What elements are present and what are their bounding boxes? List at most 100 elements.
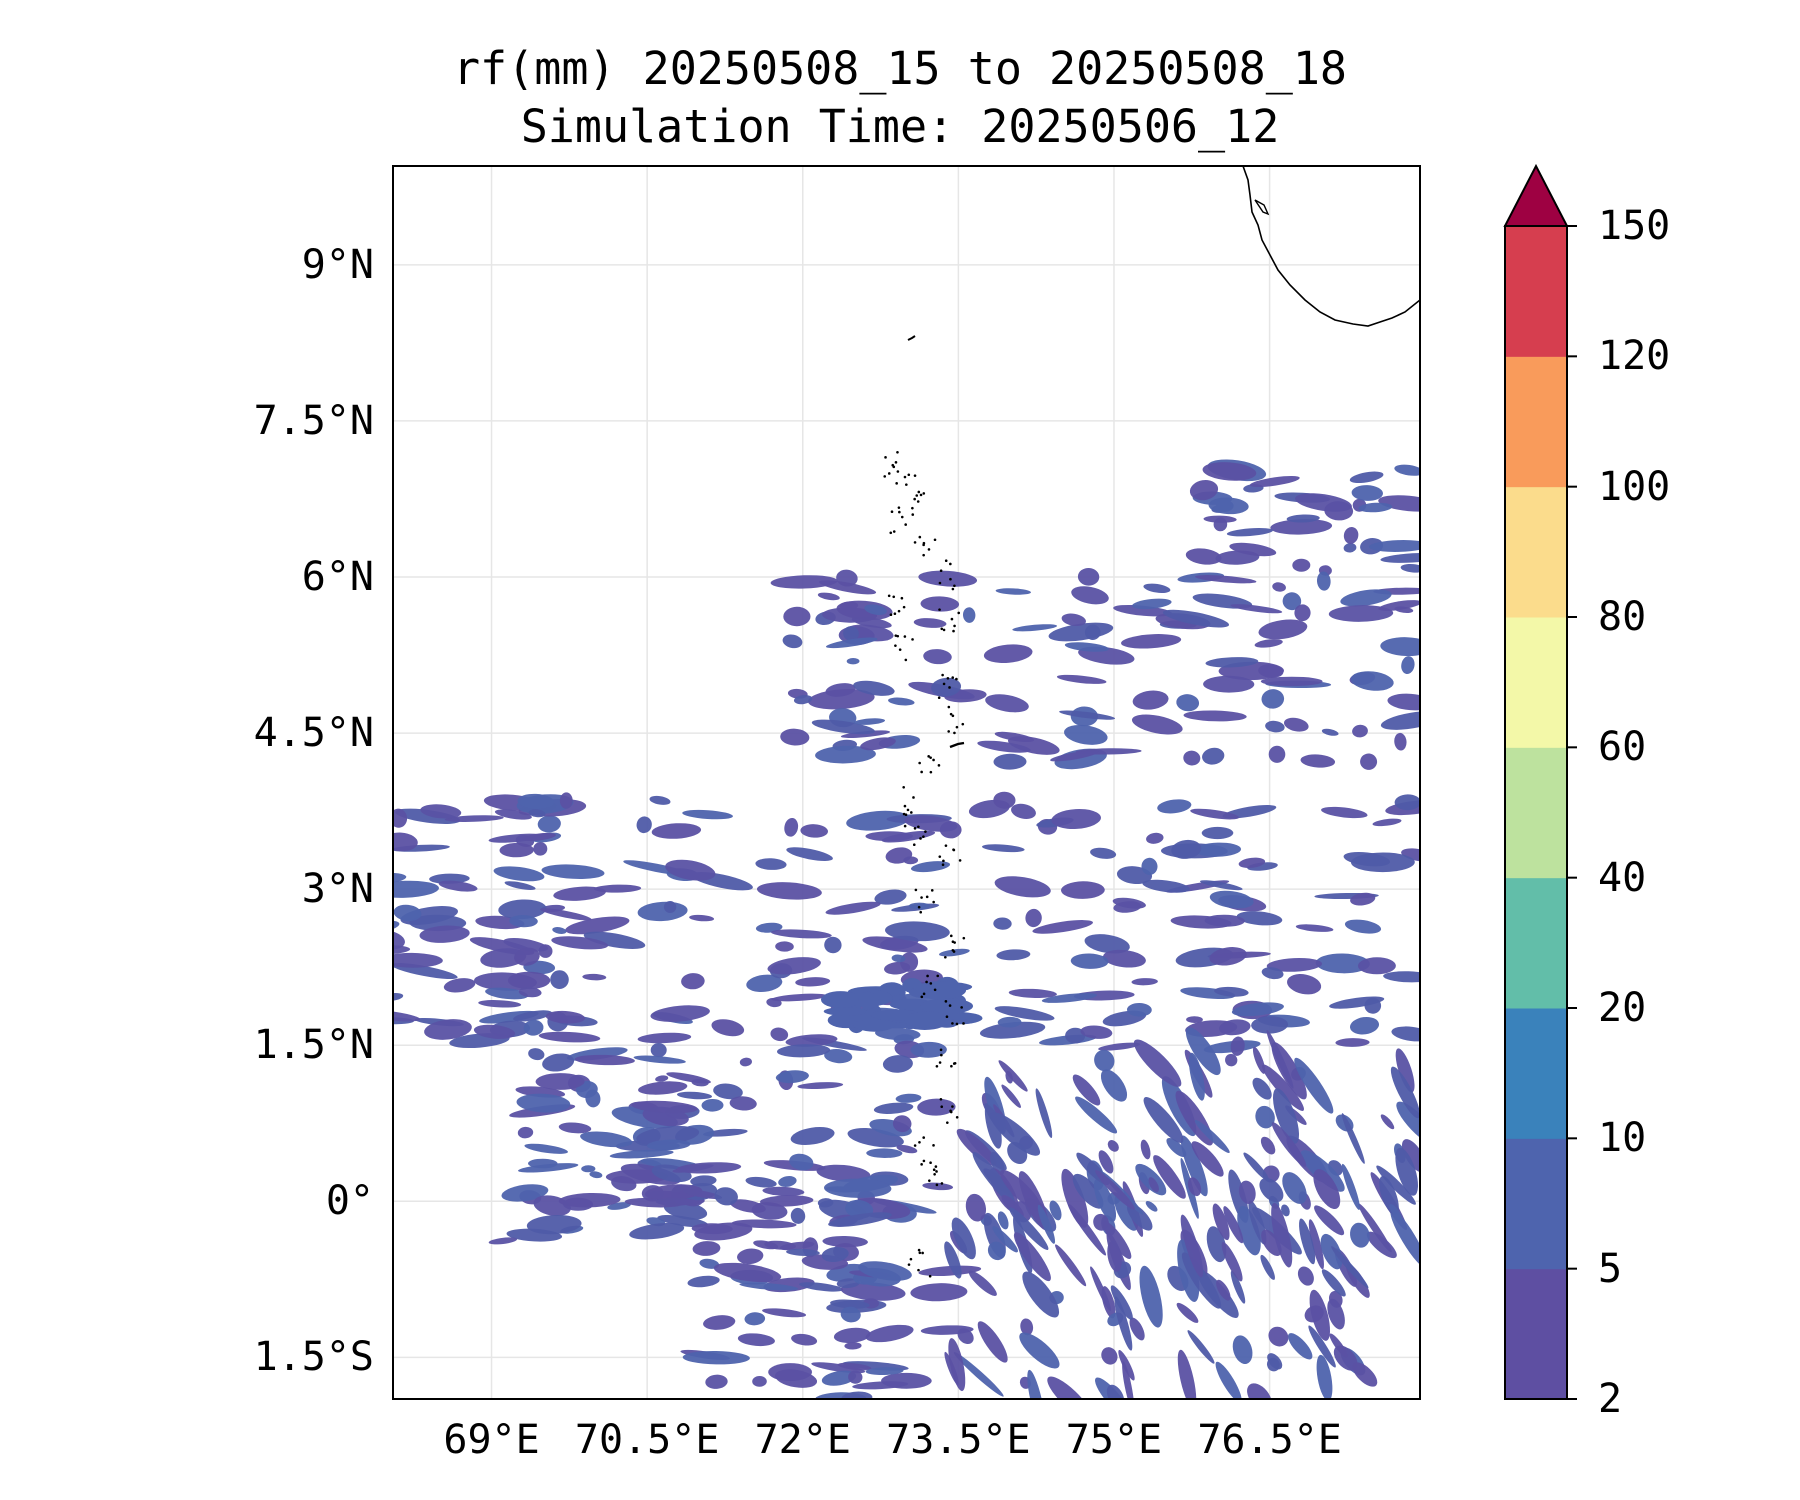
- atoll-dot: [948, 1004, 952, 1007]
- rain-streak: [1071, 586, 1109, 605]
- rain-streak: [953, 1351, 1004, 1397]
- atoll-dot: [907, 1263, 911, 1266]
- rain-streak: [1321, 1269, 1346, 1297]
- rain-streak: [1226, 528, 1273, 537]
- rain-streak: [1295, 924, 1334, 932]
- rain-streak: [1266, 957, 1323, 972]
- rain-streak: [419, 925, 470, 943]
- atoll-dot: [902, 605, 906, 609]
- rain-streak: [762, 1308, 807, 1318]
- map-title-line1: rf(mm) 20250508_15 to 20250508_18: [452, 42, 1348, 95]
- rain-streak: [420, 804, 462, 819]
- rain-streak: [516, 1093, 571, 1113]
- rain-streak: [1316, 571, 1331, 591]
- rain-streak: [714, 1187, 738, 1206]
- rain-streak: [1194, 1120, 1230, 1153]
- rain-streak: [657, 1215, 709, 1228]
- atoll-dot: [902, 785, 905, 789]
- atoll-dot: [948, 686, 951, 689]
- rain-streak: [1261, 689, 1285, 709]
- atoll-dot: [945, 1015, 949, 1019]
- rain-streak: [913, 618, 947, 628]
- rain-streak: [1049, 1200, 1062, 1221]
- rain-streak: [753, 1240, 779, 1250]
- rain-streak: [994, 731, 1035, 742]
- rain-streak: [1260, 1254, 1275, 1280]
- rain-streak: [523, 1019, 544, 1036]
- rain-streak: [1001, 1084, 1021, 1108]
- rain-streak: [1199, 880, 1243, 891]
- rain-streak: [793, 694, 813, 705]
- rain-streak: [1270, 519, 1333, 535]
- rain-streak: [1157, 799, 1192, 814]
- rain-streak: [1127, 1002, 1152, 1017]
- rain-streak: [1225, 1053, 1238, 1067]
- rain-streak: [843, 626, 859, 641]
- atoll-dot: [898, 510, 901, 514]
- rain-streak: [1101, 1347, 1118, 1365]
- atoll-dot: [903, 804, 907, 808]
- rain-streak: [507, 971, 551, 990]
- rain-streak: [996, 949, 1031, 961]
- atoll-dot: [911, 506, 914, 510]
- rain-streak: [1251, 1016, 1289, 1034]
- rain-streak: [745, 1176, 777, 1188]
- rain-streak: [651, 823, 702, 839]
- atoll-dot: [919, 910, 923, 914]
- rain-streak: [1166, 1137, 1187, 1158]
- atoll-dot: [938, 1061, 942, 1064]
- rain-streak: [524, 1143, 568, 1154]
- atoll-dot: [955, 1022, 959, 1026]
- rain-streak: [574, 1054, 635, 1066]
- rain-streak: [789, 1153, 814, 1171]
- rain-streak: [755, 922, 783, 933]
- rain-streak: [583, 931, 646, 949]
- rain-streak: [1209, 890, 1254, 909]
- rain-streak: [550, 970, 569, 989]
- atoll-dot: [894, 461, 898, 464]
- rain-streak: [896, 1144, 918, 1154]
- rain-streak: [559, 792, 573, 809]
- rain-streak: [777, 1044, 831, 1058]
- rain-streak: [786, 1248, 820, 1256]
- rain-streak: [1202, 462, 1257, 481]
- rain-streak: [1265, 720, 1285, 733]
- rain-streak: [682, 809, 733, 820]
- atoll-dot: [932, 900, 935, 904]
- atoll-dot: [928, 1179, 931, 1182]
- rain-streak: [581, 1165, 596, 1173]
- rain-streak: [682, 1189, 723, 1200]
- rain-streak: [1395, 1048, 1415, 1093]
- colorbar-tick-label: 60: [1598, 724, 1647, 771]
- rain-streak: [1366, 1231, 1397, 1259]
- rain-streak: [702, 1128, 748, 1137]
- rain-streak: [540, 908, 592, 921]
- rain-streak: [1126, 1203, 1153, 1231]
- atoll-dot: [962, 936, 966, 940]
- rain-streak: [1259, 1177, 1284, 1203]
- atoll-dot: [889, 613, 893, 617]
- rain-streak: [551, 936, 609, 950]
- rain-streak: [1340, 589, 1392, 607]
- rain-streak: [951, 1217, 976, 1260]
- rain-streak: [1183, 750, 1201, 766]
- rain-streak: [1176, 694, 1200, 712]
- atoll-dot: [911, 513, 915, 516]
- rain-streak: [775, 1070, 809, 1084]
- atoll-dot: [892, 530, 896, 533]
- rain-streak: [993, 791, 1016, 809]
- rain-streak: [797, 1082, 844, 1090]
- rain-streak: [771, 929, 832, 939]
- atoll-dot: [925, 895, 929, 899]
- rain-streak: [864, 604, 887, 615]
- atoll-dot: [953, 1061, 957, 1065]
- rain-streak: [1050, 750, 1099, 762]
- atoll-dot: [894, 644, 897, 647]
- lon-tick-label: 72°E: [754, 1417, 851, 1463]
- rain-streak: [956, 1128, 997, 1166]
- rain-streak: [1249, 475, 1300, 488]
- rain-streak: [1077, 567, 1100, 586]
- rain-streak: [1352, 724, 1368, 738]
- rain-streak: [1343, 526, 1359, 544]
- colorbar-tick-label: 80: [1598, 594, 1647, 640]
